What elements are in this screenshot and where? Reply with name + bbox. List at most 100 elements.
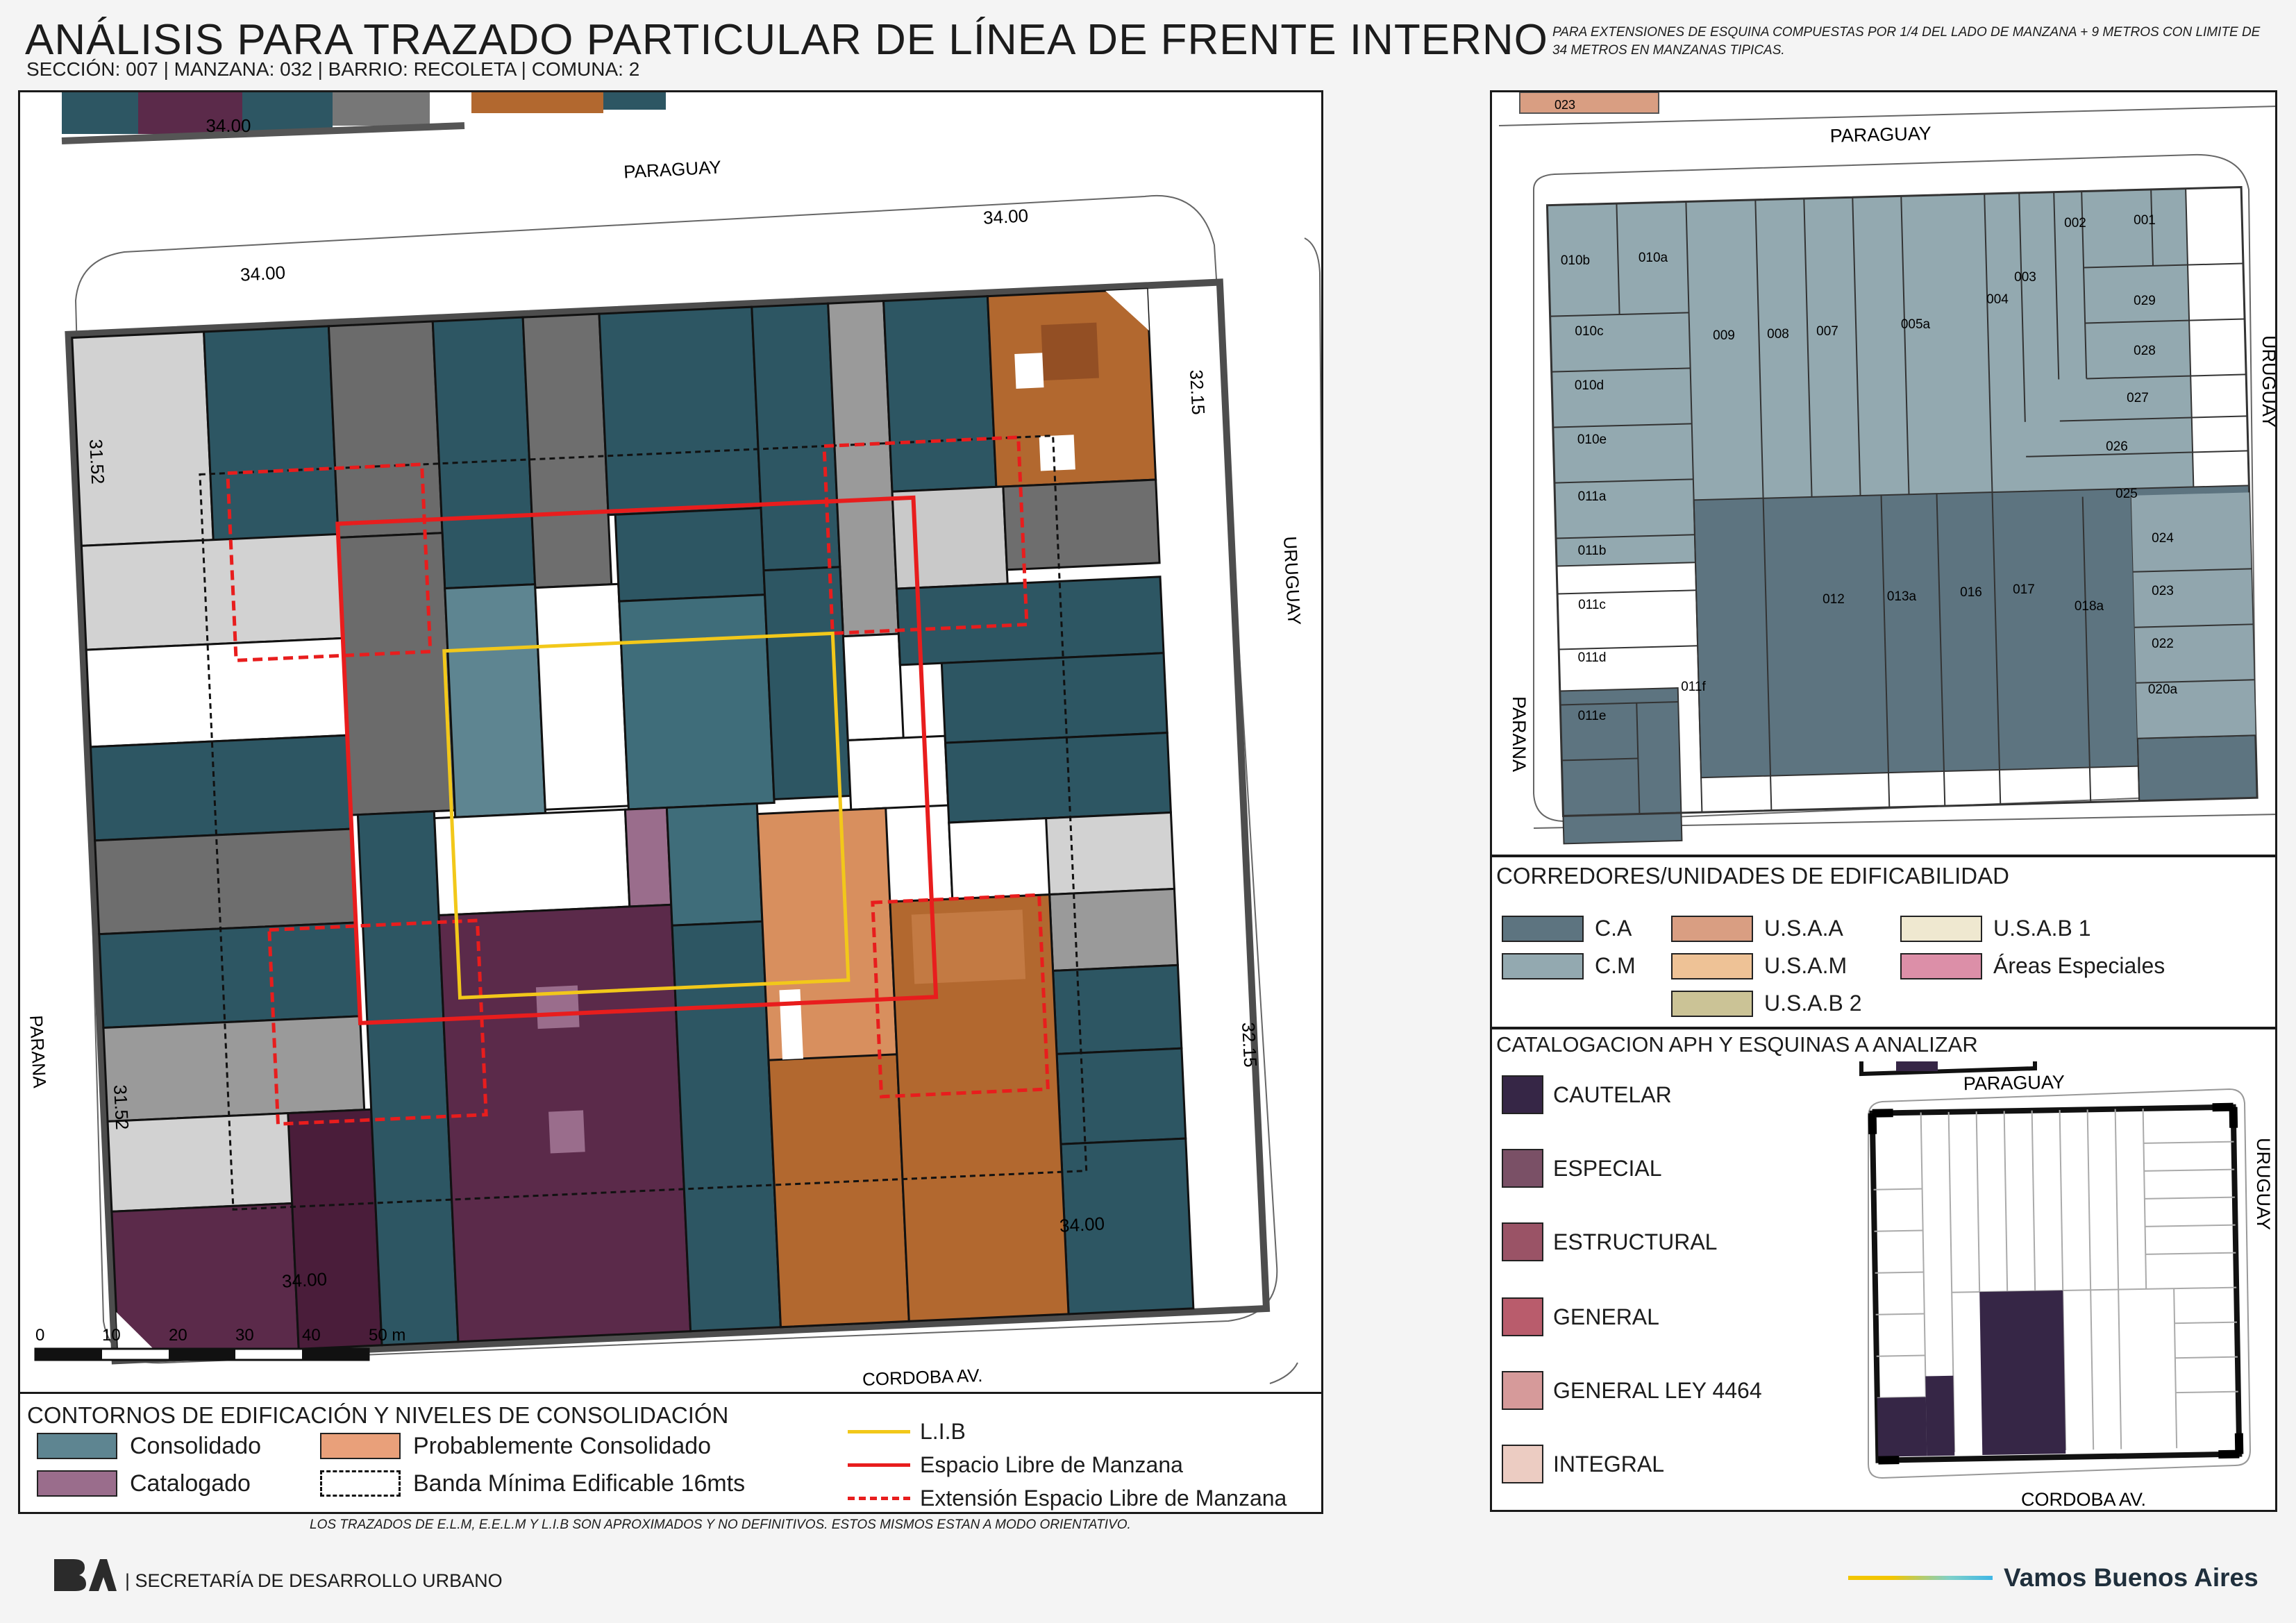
parcel-label: 028 [2134, 344, 2156, 358]
swatch-cautelar [1502, 1075, 1543, 1114]
parcel-label: 023 [2152, 584, 2174, 598]
parcel-map: 023 [1498, 92, 2277, 845]
parcel-street-east: URUGUAY [2259, 335, 2277, 428]
swatch-probablemente [320, 1433, 401, 1459]
swatch-usab1 [1900, 916, 1982, 942]
label-usam: U.S.A.M [1764, 953, 1847, 978]
extension-tl [226, 462, 433, 662]
swatch-ca [1502, 916, 1584, 942]
street-labels: PARAGUAY CORDOBA AV. URUGUAY PARANA [26, 156, 1305, 1390]
parcel-label: 011c [1578, 598, 1606, 612]
parcel-street-north: PARAGUAY [1829, 123, 1932, 146]
label-areas-especiales: Áreas Especiales [1993, 953, 2165, 978]
swatch-areas-especiales [1900, 953, 1982, 979]
main-legend-title: CONTORNOS DE EDIFICACIÓN Y NIVELES DE CO… [27, 1402, 729, 1428]
scale-bar [34, 1347, 370, 1361]
label-banda: Banda Mínima Edificable 16mts [413, 1470, 746, 1497]
label-usab2: U.S.A.B 2 [1764, 991, 1862, 1016]
label-usab1: U.S.A.B 1 [1993, 916, 2091, 941]
department-name: | SECRETARÍA DE DESARROLLO URBANO [125, 1570, 503, 1591]
line-eelm [848, 1497, 910, 1500]
previous-block [61, 92, 666, 144]
banda-minima-outline [199, 435, 1088, 1211]
street-north: PARAGUAY [623, 156, 722, 182]
street-east: URUGUAY [1280, 536, 1305, 625]
parcel-label: 011e [1578, 709, 1607, 723]
parcel-label: 025 [2115, 487, 2138, 501]
scale-tick-label: 20 [169, 1326, 187, 1345]
parcel-map-panel: 023 [1490, 90, 2277, 857]
extension-br [871, 893, 1050, 1099]
scale-tick-label: 0 [35, 1326, 44, 1345]
swatch-usam [1671, 953, 1753, 979]
catalogacion-panel: CATALOGACION APH Y ESQUINAS A ANALIZAR C… [1490, 1027, 2277, 1512]
scale-ticks: 0 10 20 30 40 50 m [35, 1326, 405, 1345]
parcel-label: 026 [2106, 439, 2128, 454]
swatch-general [1502, 1297, 1543, 1336]
swatch-catalogado [37, 1470, 117, 1497]
parcel-labels: 010b 010a 009 008 007 005a 004 003 002 001 029 028 0… [1561, 213, 2178, 723]
parcel-label: 011a [1578, 489, 1607, 504]
parcel-label: 020a [2148, 682, 2178, 697]
parcel-label: 012 [1822, 592, 1845, 607]
catalogacion-title: CATALOGACION APH Y ESQUINAS A ANALIZAR [1496, 1032, 1978, 1057]
ba-logo [54, 1559, 117, 1591]
dim-bottom-right: 34.00 [1059, 1213, 1105, 1236]
parcel-label: 010c [1575, 324, 1603, 339]
dim-left-bottom: 31.52 [110, 1084, 133, 1131]
dim-right-bottom: 32.15 [1238, 1022, 1261, 1068]
label-general: GENERAL [1553, 1304, 1659, 1329]
parcel-label: 002 [2064, 216, 2086, 230]
label-probablemente: Probablemente Consolidado [413, 1433, 712, 1459]
main-legend-panel: CONTORNOS DE EDIFICACIÓN Y NIVELES DE CO… [18, 1392, 1323, 1514]
dim-bottom-left: 34.00 [281, 1268, 328, 1291]
corredores-title: CORREDORES/UNIDADES DE EDIFICABILIDAD [1496, 863, 2009, 889]
parcel-label: 010e [1577, 432, 1607, 447]
block-parcels [65, 278, 1271, 1365]
scale-tick-label: 40 [302, 1326, 321, 1345]
parcel-street-west: PARANA [1509, 696, 1530, 772]
brand-name: Vamos Buenos Aires [2004, 1563, 2259, 1592]
mini-map: PARAGUAY URUGUAY CORDOBA AV. [1854, 1061, 2275, 1510]
line-lib [848, 1430, 910, 1433]
swatch-estructural [1502, 1222, 1543, 1261]
parcel-label: 008 [1767, 327, 1789, 342]
parcel-label: 010d [1575, 378, 1604, 393]
brand-gradient-bar [1848, 1576, 1993, 1580]
scale-tick-label: 50 m [369, 1326, 405, 1345]
parcel-label: 011f [1681, 680, 1706, 694]
parcel-label: 009 [1713, 328, 1735, 343]
swatch-banda [320, 1470, 401, 1497]
dim-left-top: 31.52 [85, 439, 108, 485]
line-elm [848, 1463, 910, 1467]
label-elm: Espacio Libre de Manzana [920, 1452, 1183, 1477]
lib-outline [442, 631, 850, 1000]
page-subtitle: SECCIÓN: 007 | MANZANA: 032 | BARRIO: RE… [26, 58, 640, 80]
parcel-label: 017 [2013, 582, 2035, 597]
extension-tr [822, 435, 1029, 635]
swatch-general-ley [1502, 1371, 1543, 1410]
label-catalogado: Catalogado [130, 1470, 251, 1497]
label-cm: C.M [1595, 953, 1636, 978]
label-ca: C.A [1595, 916, 1632, 941]
dim-top-right: 34.00 [982, 205, 1029, 228]
label-especial: ESPECIAL [1553, 1156, 1662, 1181]
swatch-cm [1502, 953, 1584, 979]
dimension-labels: 34.00 34.00 32.15 32.15 31.52 31.52 34.0… [85, 205, 1261, 1291]
label-general-ley: GENERAL LEY 4464 [1553, 1378, 1762, 1403]
parcel-label: 001 [2134, 213, 2156, 228]
swatch-usab2 [1671, 991, 1753, 1017]
parcel-label: 027 [2127, 391, 2149, 405]
parcel-label: 011b [1578, 544, 1607, 558]
espacio-libre-outline [335, 495, 939, 1025]
label-consolidado: Consolidado [130, 1433, 262, 1459]
parcel-label: 010a [1639, 251, 1668, 265]
corredores-legend-panel: CORREDORES/UNIDADES DE EDIFICABILIDAD C.… [1490, 855, 2277, 1029]
mini-street-north: PARAGUAY [1963, 1072, 2065, 1095]
scale-tick-label: 30 [235, 1326, 254, 1345]
swatch-consolidado [37, 1433, 117, 1459]
extension-bl [267, 918, 488, 1126]
footer-note: LOS TRAZADOS DE E.L.M, E.E.L.M Y L.I.B S… [310, 1517, 1131, 1532]
main-map-panel: 34.00 [18, 90, 1323, 1395]
